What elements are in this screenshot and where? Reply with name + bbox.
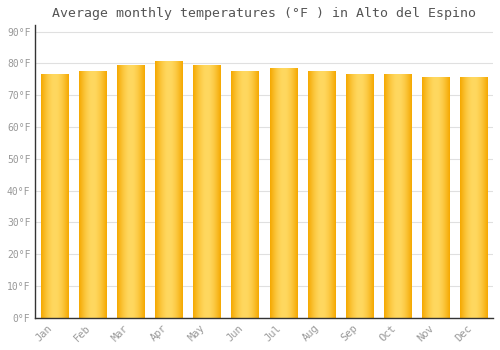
Title: Average monthly temperatures (°F ) in Alto del Espino: Average monthly temperatures (°F ) in Al… [52, 7, 476, 20]
